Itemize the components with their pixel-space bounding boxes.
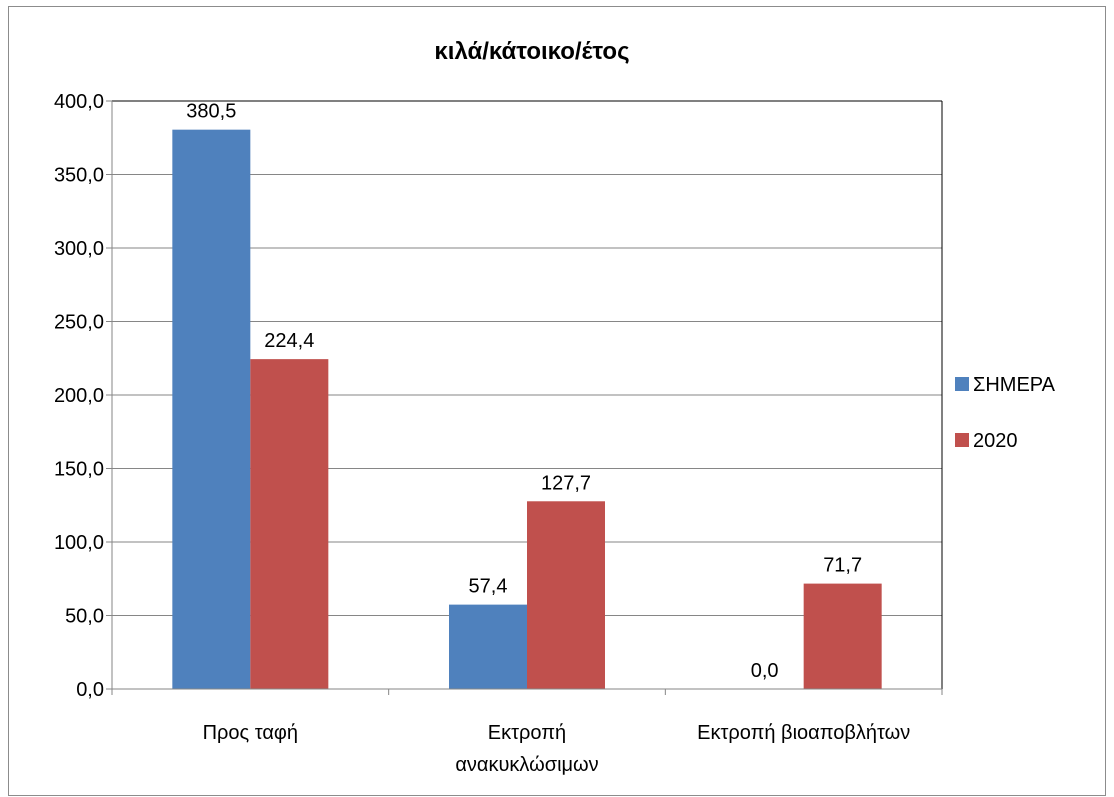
y-tick-label: 50,0	[65, 606, 104, 628]
data-label: 224,4	[264, 330, 314, 352]
y-tick-label: 150,0	[54, 459, 104, 481]
chart-frame: κιλά/κάτοικο/έτος 380,5 224,4 57,4 127,7 0,0…	[8, 6, 1106, 796]
bar	[250, 359, 329, 689]
data-label: 127,7	[541, 472, 591, 494]
legend: ΣΗΜΕΡΑ 2020	[955, 374, 1056, 452]
bars	[172, 129, 882, 689]
bar	[527, 501, 605, 689]
y-tick-label: 350,0	[54, 165, 104, 187]
bar	[172, 129, 251, 689]
data-label: 57,4	[469, 576, 508, 598]
y-tick-label: 0,0	[76, 679, 104, 701]
bar	[449, 604, 527, 689]
data-label: 0,0	[751, 660, 779, 682]
data-labels: 380,5 224,4 57,4 127,7 0,0 71,7	[186, 101, 862, 682]
y-tick-labels: 0,0 50,0 100,0 150,0 200,0 250,0 300,0 350,0 400…	[54, 91, 104, 701]
legend-swatch	[955, 433, 969, 447]
chart-title: κιλά/κάτοικο/έτος	[434, 38, 629, 65]
bar	[803, 583, 882, 689]
y-tick-label: 100,0	[54, 532, 104, 554]
y-tick-label: 300,0	[54, 238, 104, 260]
axes	[106, 100, 943, 695]
bar-chart: κιλά/κάτοικο/έτος 380,5 224,4 57,4 127,7 0,0…	[54, 38, 1056, 776]
data-label: 71,7	[823, 555, 862, 577]
y-tick-label: 250,0	[54, 312, 104, 334]
x-tick-label: Προς ταφή	[203, 722, 298, 744]
y-tick-label: 200,0	[54, 385, 104, 407]
x-tick-labels: Προς ταφή Εκτροπή ανακυκλώσιμων Εκτροπή βιο…	[203, 722, 911, 776]
x-tick-label: Εκτροπή ανακυκλώσιμων	[455, 722, 598, 776]
y-tick-label: 400,0	[54, 91, 104, 113]
data-label: 380,5	[186, 101, 236, 123]
x-tick-label: Εκτροπή βιοαποβλήτων	[697, 722, 910, 744]
legend-label: ΣΗΜΕΡΑ	[973, 374, 1056, 396]
legend-label: 2020	[973, 430, 1018, 452]
legend-swatch	[955, 377, 969, 391]
